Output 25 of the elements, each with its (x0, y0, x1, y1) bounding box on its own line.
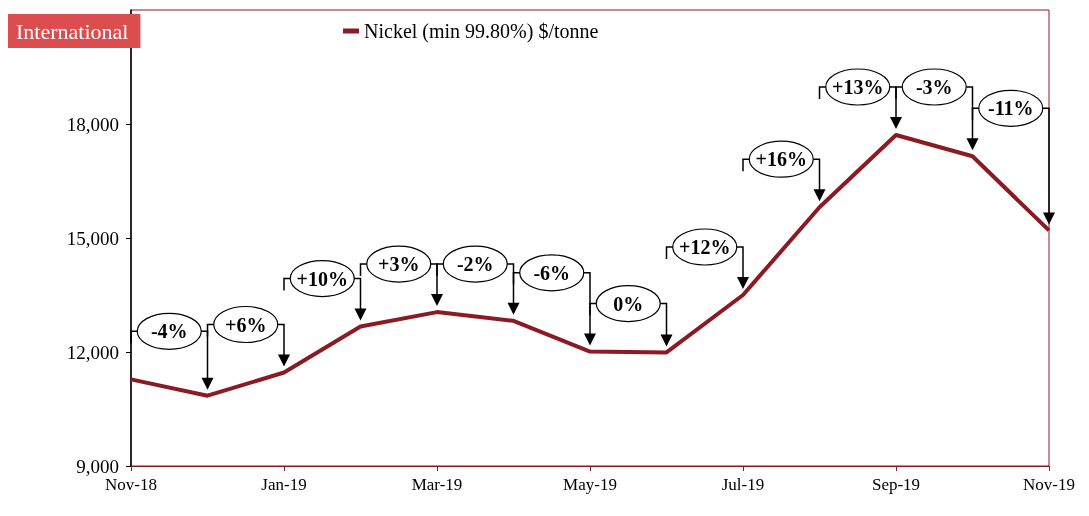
y-tick-label: 15,000 (66, 227, 119, 249)
y-tick-label: 18,000 (66, 113, 119, 135)
x-tick-label: Nov-19 (1023, 475, 1075, 494)
annotation: -3% (915, 76, 953, 99)
x-tick-label: Sep-19 (871, 475, 921, 494)
x-tick-label: Mar-19 (411, 475, 463, 494)
annotation: -11% (987, 97, 1034, 120)
x-tick-label: Jan-19 (261, 475, 307, 494)
y-tick-label: 9,000 (76, 455, 119, 477)
annotation: +13% (832, 76, 884, 99)
chart-title: International (16, 18, 129, 44)
annotation: -6% (533, 261, 571, 284)
annotation: 0% (613, 292, 644, 315)
annotation: +3% (378, 253, 420, 276)
annotation: +6% (225, 313, 267, 336)
x-tick-label: May-19 (563, 475, 617, 494)
annotation: -2% (456, 253, 494, 276)
x-tick-label: Nov-18 (105, 475, 157, 494)
annotation: -4% (150, 320, 188, 343)
annotation: +10% (296, 267, 348, 290)
x-tick-label: Jul-19 (721, 475, 765, 494)
annotation: +12% (679, 236, 731, 258)
annotation: +16% (755, 148, 807, 171)
y-tick-label: 12,000 (66, 341, 119, 363)
legend-label: Nickel (min 99.80%) $/tonne (364, 20, 599, 43)
